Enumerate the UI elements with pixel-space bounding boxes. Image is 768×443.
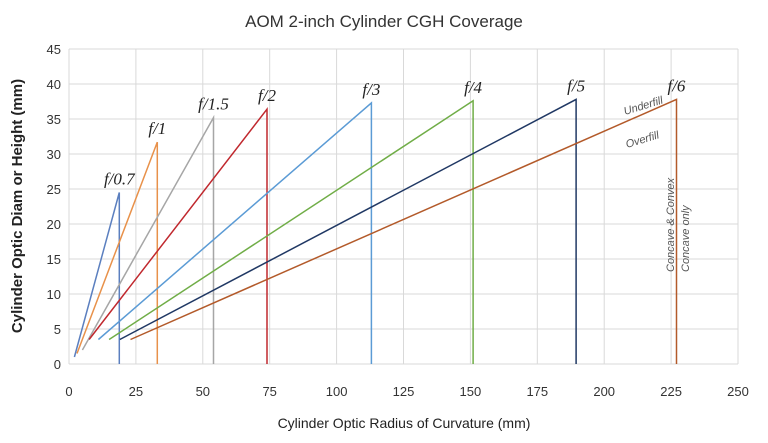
series-label: f/4 bbox=[464, 78, 482, 97]
y-tick-label: 5 bbox=[54, 322, 61, 337]
series-line-f-4 bbox=[108, 99, 474, 364]
x-tick-label: 150 bbox=[460, 384, 482, 399]
x-tick-label: 25 bbox=[129, 384, 143, 399]
series-label: f/1.5 bbox=[198, 95, 229, 114]
x-tick-label: 225 bbox=[660, 384, 682, 399]
x-tick-labels: 0 25 50 75 100 125 150 175 200 225 250 bbox=[65, 384, 748, 399]
series-label: f/5 bbox=[567, 76, 585, 95]
series-line-f-5 bbox=[119, 98, 577, 364]
y-tick-label: 15 bbox=[47, 252, 61, 267]
x-axis-title: Cylinder Optic Radius of Curvature (mm) bbox=[278, 415, 531, 431]
series-line-f-0-7 bbox=[73, 192, 121, 364]
series-label: f/3 bbox=[362, 80, 380, 99]
y-tick-label: 20 bbox=[47, 217, 61, 232]
overfill-annotation: Overfill bbox=[624, 129, 661, 151]
series-line-f-1 bbox=[76, 141, 159, 364]
chart-title: AOM 2-inch Cylinder CGH Coverage bbox=[245, 12, 523, 31]
gridlines bbox=[68, 48, 739, 365]
x-tick-label: 250 bbox=[727, 384, 749, 399]
y-tick-label: 25 bbox=[47, 182, 61, 197]
y-tick-label: 0 bbox=[54, 357, 61, 372]
concave-only-annotation: Concave only bbox=[680, 204, 692, 272]
series-labels: f/0.7 f/1 f/1.5 f/2 f/3 f/4 f/5 f/6 bbox=[104, 76, 686, 188]
concave-convex-annotation: Concave & Convex bbox=[665, 177, 677, 272]
series-label: f/2 bbox=[258, 86, 276, 105]
y-tick-label: 30 bbox=[47, 147, 61, 162]
x-tick-label: 75 bbox=[262, 384, 276, 399]
series-line-f-1-5 bbox=[81, 114, 215, 364]
series-line-f-2 bbox=[88, 107, 268, 364]
series-label: f/0.7 bbox=[104, 170, 136, 189]
x-tick-label: 125 bbox=[393, 384, 415, 399]
x-tick-label: 200 bbox=[593, 384, 615, 399]
series-line-f-3 bbox=[97, 101, 373, 364]
x-tick-label: 50 bbox=[196, 384, 210, 399]
y-tick-label: 35 bbox=[47, 112, 61, 127]
series-lines bbox=[73, 98, 678, 364]
x-tick-label: 100 bbox=[326, 384, 348, 399]
y-tick-label: 10 bbox=[47, 287, 61, 302]
x-tick-label: 0 bbox=[65, 384, 72, 399]
series-label: f/6 bbox=[667, 76, 685, 95]
x-tick-label: 175 bbox=[526, 384, 548, 399]
series-label: f/1 bbox=[148, 119, 166, 138]
y-tick-label: 45 bbox=[47, 42, 61, 57]
series-line-f-6 bbox=[130, 98, 678, 364]
y-tick-label: 40 bbox=[47, 77, 61, 92]
y-axis-title: Cylinder Optic Diam or Height (mm) bbox=[9, 79, 26, 333]
y-tick-labels: 0 5 10 15 20 25 30 35 40 45 bbox=[47, 42, 61, 372]
